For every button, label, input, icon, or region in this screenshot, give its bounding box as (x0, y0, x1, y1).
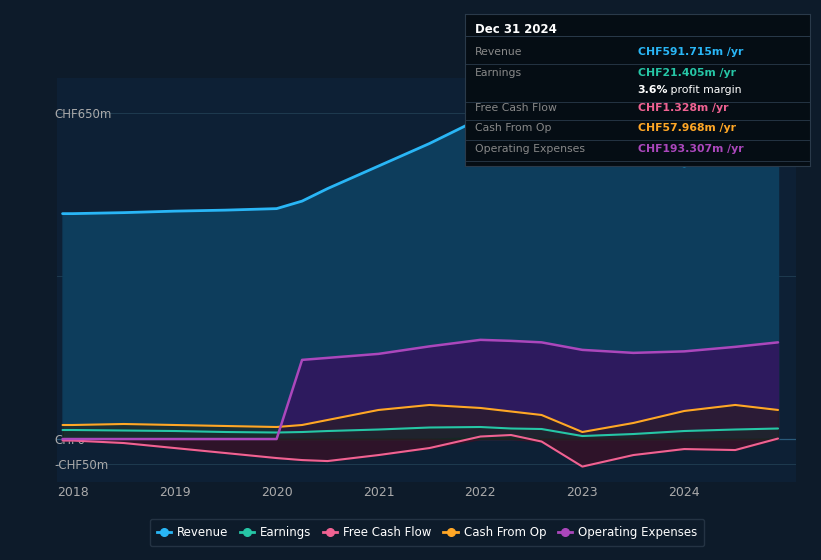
Text: CHF591.715m /yr: CHF591.715m /yr (637, 48, 743, 58)
Text: profit margin: profit margin (667, 85, 741, 95)
Text: CHF1.328m /yr: CHF1.328m /yr (637, 103, 728, 113)
Text: CHF21.405m /yr: CHF21.405m /yr (637, 68, 736, 78)
Text: Dec 31 2024: Dec 31 2024 (475, 23, 557, 36)
Text: Revenue: Revenue (475, 48, 523, 58)
Text: Earnings: Earnings (475, 68, 522, 78)
Text: Free Cash Flow: Free Cash Flow (475, 103, 557, 113)
Text: Operating Expenses: Operating Expenses (475, 144, 585, 154)
Text: Cash From Op: Cash From Op (475, 123, 552, 133)
Text: CHF57.968m /yr: CHF57.968m /yr (637, 123, 736, 133)
Text: 3.6%: 3.6% (637, 85, 668, 95)
Legend: Revenue, Earnings, Free Cash Flow, Cash From Op, Operating Expenses: Revenue, Earnings, Free Cash Flow, Cash … (149, 519, 704, 546)
Text: CHF193.307m /yr: CHF193.307m /yr (637, 144, 743, 154)
